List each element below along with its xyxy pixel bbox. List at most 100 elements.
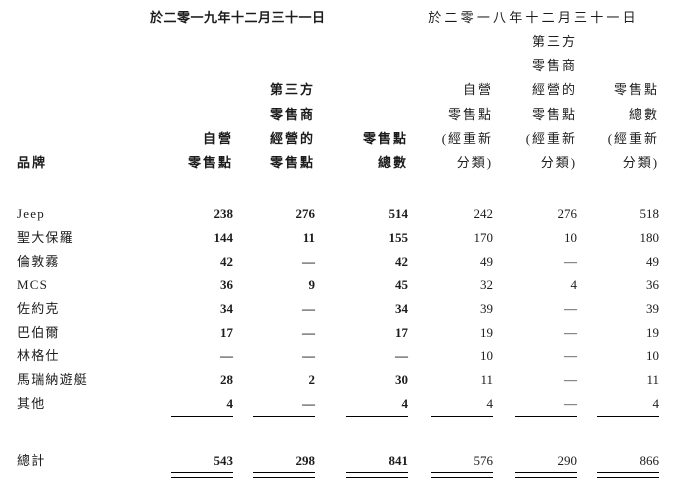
value-cell: 17 bbox=[395, 324, 409, 340]
rule-cell bbox=[233, 415, 315, 425]
period-header-2018: 於二零一八年十二月三十一日 bbox=[428, 10, 639, 25]
value-cell: — bbox=[564, 348, 578, 364]
value-cell: 9 bbox=[308, 277, 316, 293]
value-cell: 238 bbox=[213, 206, 234, 222]
value-cell: 39 bbox=[646, 301, 660, 317]
value-cell: — bbox=[302, 301, 315, 317]
column-header-2019-self-operated: 自營 零售點 bbox=[187, 130, 233, 171]
total-value-cell: 298 bbox=[295, 452, 316, 468]
single-rule bbox=[253, 415, 315, 417]
rule-cell bbox=[577, 472, 660, 484]
total-value-cell: 866 bbox=[639, 452, 660, 468]
value-cell: 4 bbox=[226, 395, 234, 411]
value-cell: 34 bbox=[220, 301, 233, 317]
value-cell: — bbox=[302, 253, 315, 269]
column-header-row: 品牌 自營 零售點 第三方 零售商 經營的 零售點 零售點 總數 自營 零售點 … bbox=[17, 30, 659, 175]
rule-cell bbox=[493, 472, 578, 484]
single-rule bbox=[515, 415, 578, 417]
column-header-2018-self-operated: 自營 零售點 (經重新 分類) bbox=[441, 82, 494, 171]
value-cell: 11 bbox=[646, 372, 660, 388]
single-rule bbox=[346, 415, 409, 417]
period-header-row: 於二零一九年十二月三十一日 於二零一八年十二月三十一日 bbox=[17, 6, 659, 30]
value-cell: 10 bbox=[564, 229, 578, 245]
single-rule bbox=[431, 415, 494, 417]
value-cell: 11 bbox=[302, 229, 315, 245]
table-row-others: 其他 4 — 4 4 — 4 bbox=[17, 392, 659, 416]
value-cell: 4 bbox=[486, 395, 494, 411]
value-cell: 11 bbox=[480, 372, 494, 388]
value-cell: 276 bbox=[557, 206, 578, 222]
double-rule bbox=[597, 472, 660, 478]
table-row-st-paul: 聖大保羅 144 11 155 170 10 180 bbox=[17, 226, 659, 250]
value-cell: — bbox=[564, 395, 578, 411]
value-cell: 4 bbox=[401, 395, 409, 411]
column-header-2019-total: 零售點 總數 bbox=[363, 130, 409, 171]
period-header-2019: 於二零一九年十二月三十一日 bbox=[150, 10, 326, 25]
brand-cell: 巴伯爾 bbox=[17, 324, 60, 340]
rule-cell bbox=[137, 472, 233, 484]
value-cell: — bbox=[564, 301, 578, 317]
brand-cell: 其他 bbox=[17, 395, 46, 411]
value-cell: — bbox=[564, 324, 578, 340]
value-cell: — bbox=[220, 348, 233, 364]
value-cell: 36 bbox=[646, 277, 660, 293]
brand-cell: Jeep bbox=[17, 206, 45, 222]
brand-cell: MCS bbox=[17, 277, 49, 293]
value-cell: 36 bbox=[220, 277, 233, 293]
rule-cell bbox=[408, 415, 494, 425]
value-cell: 30 bbox=[395, 372, 409, 388]
double-rule bbox=[431, 472, 494, 478]
spacer-row bbox=[17, 175, 659, 202]
brand-cell: 林格仕 bbox=[17, 348, 60, 364]
retail-outlets-table: 於二零一九年十二月三十一日 於二零一八年十二月三十一日 品牌 自營 零售點 第三… bbox=[17, 6, 660, 484]
value-cell: 10 bbox=[646, 348, 660, 364]
value-cell: 242 bbox=[473, 206, 494, 222]
value-cell: 170 bbox=[473, 229, 494, 245]
value-cell: 4 bbox=[652, 395, 660, 411]
value-cell: 10 bbox=[480, 348, 494, 364]
rule-cell bbox=[137, 415, 233, 425]
value-cell: — bbox=[564, 253, 578, 269]
value-cell: 19 bbox=[480, 324, 494, 340]
spacer-row bbox=[17, 425, 659, 449]
value-cell: 42 bbox=[395, 253, 409, 269]
value-cell: — bbox=[302, 324, 315, 340]
brand-cell: 倫敦霧 bbox=[17, 253, 60, 269]
column-header-2019-third-party: 第三方 零售商 經營的 零售點 bbox=[269, 82, 315, 171]
single-rule bbox=[171, 415, 233, 417]
total-value-cell: 841 bbox=[388, 452, 409, 468]
table-row-lingeshi: 林格仕 — — — 10 — 10 bbox=[17, 344, 659, 368]
value-cell: 32 bbox=[480, 277, 494, 293]
brand-cell: 佐約克 bbox=[17, 301, 60, 317]
value-cell: 49 bbox=[480, 253, 494, 269]
brand-column-header: 品牌 bbox=[17, 30, 137, 175]
value-cell: — bbox=[395, 348, 409, 364]
value-cell: 276 bbox=[295, 206, 316, 222]
total-value-cell: 290 bbox=[557, 452, 578, 468]
table-row-marina-yachting: 馬瑞納遊艇 28 2 30 11 — 11 bbox=[17, 368, 659, 392]
value-cell: 144 bbox=[213, 229, 234, 245]
brand-column-header-label: 品牌 bbox=[17, 155, 48, 171]
double-rule bbox=[515, 472, 578, 478]
subtotal-rule-row bbox=[17, 415, 660, 425]
rule-cell bbox=[408, 472, 494, 484]
column-header-2018-third-party: 第三方 零售商 經營的 零售點 (經重新 分類) bbox=[525, 34, 578, 171]
double-rule bbox=[171, 472, 233, 478]
double-rule bbox=[346, 472, 409, 478]
value-cell: 2 bbox=[308, 372, 316, 388]
value-cell: 34 bbox=[395, 301, 409, 317]
value-cell: 180 bbox=[639, 229, 660, 245]
value-cell: 49 bbox=[646, 253, 660, 269]
value-cell: 17 bbox=[220, 324, 233, 340]
value-cell: — bbox=[302, 348, 315, 364]
value-cell: 155 bbox=[388, 229, 409, 245]
value-cell: 518 bbox=[639, 206, 660, 222]
table-row-zuoyueke: 佐約克 34 — 34 39 — 39 bbox=[17, 297, 659, 321]
table-row-jeep: Jeep 238 276 514 242 276 518 bbox=[17, 202, 659, 226]
table-row-mcs: MCS 36 9 45 32 4 36 bbox=[17, 273, 659, 297]
table-row-barbour: 巴伯爾 17 — 17 19 — 19 bbox=[17, 321, 659, 345]
value-cell: 4 bbox=[570, 277, 578, 293]
total-label: 總計 bbox=[17, 452, 46, 468]
double-rule bbox=[253, 472, 315, 478]
